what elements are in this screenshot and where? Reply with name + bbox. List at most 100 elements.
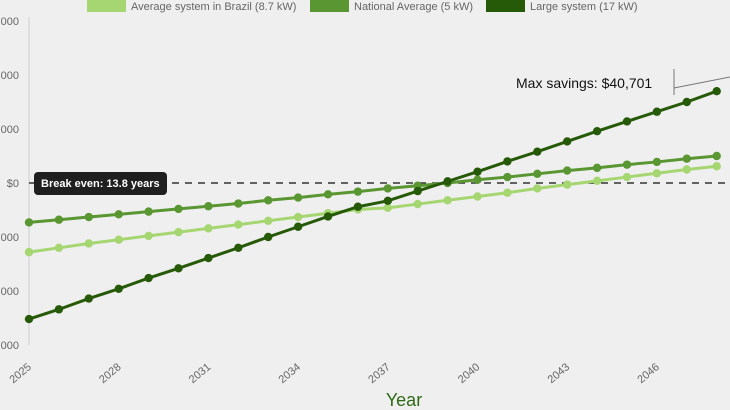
x-tick-label: 2031 xyxy=(187,361,213,386)
data-point xyxy=(24,314,34,324)
x-tick-label: 2025 xyxy=(7,361,33,386)
data-point xyxy=(622,172,632,182)
y-tick-label: 000 xyxy=(1,124,19,136)
y-tick-label: 000 xyxy=(1,70,19,82)
break-even-badge xyxy=(34,172,167,195)
data-point xyxy=(652,169,662,178)
max-savings-annotation: Max savings: $40,701 xyxy=(516,69,730,95)
data-point xyxy=(54,305,64,314)
data-point xyxy=(712,87,721,96)
data-point xyxy=(533,169,542,179)
y-tick-label: 000 xyxy=(1,340,19,352)
data-point xyxy=(533,147,542,156)
legend-swatch xyxy=(486,0,525,12)
series-line xyxy=(28,154,717,224)
data-point xyxy=(592,176,602,186)
legend-item: National Average (5 kW) xyxy=(310,0,473,13)
data-point xyxy=(383,184,392,193)
data-point xyxy=(144,231,153,241)
data-point xyxy=(264,232,273,242)
data-point xyxy=(473,167,482,176)
data-point xyxy=(114,210,123,219)
legend: Average system in Brazil (8.7 kW) Nationa… xyxy=(87,0,638,13)
data-point xyxy=(323,190,333,199)
data-point xyxy=(174,204,183,214)
legend-label: Large system (17 kW) xyxy=(530,1,638,13)
data-point xyxy=(443,196,452,205)
data-point xyxy=(682,97,691,107)
series-line xyxy=(28,164,717,254)
data-point xyxy=(652,107,662,116)
max-savings-label: Max savings: $40,701 xyxy=(516,75,652,91)
x-tick-label: 2034 xyxy=(277,361,303,386)
x-axis: 2025 2028 2031 2034 2037 2040 2043 2046 xyxy=(7,361,661,386)
series-1 xyxy=(24,162,721,257)
data-point xyxy=(592,126,602,136)
data-point xyxy=(234,220,243,229)
data-point xyxy=(84,212,94,222)
x-tick-label: 2046 xyxy=(635,361,661,386)
data-point xyxy=(712,162,721,171)
data-point xyxy=(712,151,721,161)
y-tick-label: 000 xyxy=(1,16,19,28)
data-point xyxy=(144,207,153,216)
legend-item: Average system in Brazil (8.7 kW) xyxy=(87,0,296,13)
data-point xyxy=(533,184,542,193)
data-point xyxy=(503,172,512,182)
data-point xyxy=(353,202,363,211)
data-point xyxy=(473,175,482,184)
x-tick-label: 2040 xyxy=(456,361,482,386)
series-group xyxy=(24,87,721,324)
y-tick-label: $0 xyxy=(7,178,19,190)
data-point xyxy=(114,284,123,294)
data-point xyxy=(54,215,64,224)
data-point xyxy=(383,203,392,213)
data-point xyxy=(473,192,482,201)
data-point xyxy=(592,163,602,173)
data-point xyxy=(293,222,303,231)
data-point xyxy=(54,243,64,252)
data-point xyxy=(353,187,363,196)
data-point xyxy=(264,216,273,225)
data-point xyxy=(264,196,273,205)
series-2 xyxy=(24,151,721,227)
data-point xyxy=(622,117,632,126)
data-point xyxy=(144,273,153,283)
legend-label: Average system in Brazil (8.7 kW) xyxy=(131,1,296,13)
data-point xyxy=(234,199,243,208)
data-point xyxy=(563,166,572,175)
data-point xyxy=(24,218,34,227)
max-savings-leader xyxy=(673,76,730,89)
data-point xyxy=(682,165,691,174)
break-even-label: Break even: 13.8 years xyxy=(41,178,160,190)
x-tick-label: 2028 xyxy=(97,361,123,386)
data-point xyxy=(563,137,572,146)
data-point xyxy=(652,157,662,167)
data-point xyxy=(443,177,452,186)
data-point xyxy=(383,196,392,206)
data-point xyxy=(413,199,422,209)
data-point xyxy=(293,193,303,202)
legend-swatch xyxy=(310,0,349,12)
data-point xyxy=(413,186,422,196)
data-point xyxy=(24,247,34,257)
data-point xyxy=(503,157,512,166)
x-tick-label: 2043 xyxy=(546,361,572,386)
data-point xyxy=(682,154,691,163)
x-tick-label: 2037 xyxy=(366,361,392,386)
legend-item: Large system (17 kW) xyxy=(486,0,638,13)
data-point xyxy=(563,180,572,189)
data-point xyxy=(174,264,183,273)
data-point xyxy=(204,202,213,211)
y-axis: 000 000 000 $0 000 000 000 xyxy=(1,16,19,352)
data-point xyxy=(114,235,123,244)
data-point xyxy=(204,224,213,233)
data-point xyxy=(204,253,213,263)
data-point xyxy=(503,188,512,197)
y-tick-label: 000 xyxy=(1,232,19,244)
data-point xyxy=(323,212,333,221)
data-point xyxy=(234,243,243,252)
data-point xyxy=(84,294,94,303)
y-tick-label: 000 xyxy=(1,286,19,298)
